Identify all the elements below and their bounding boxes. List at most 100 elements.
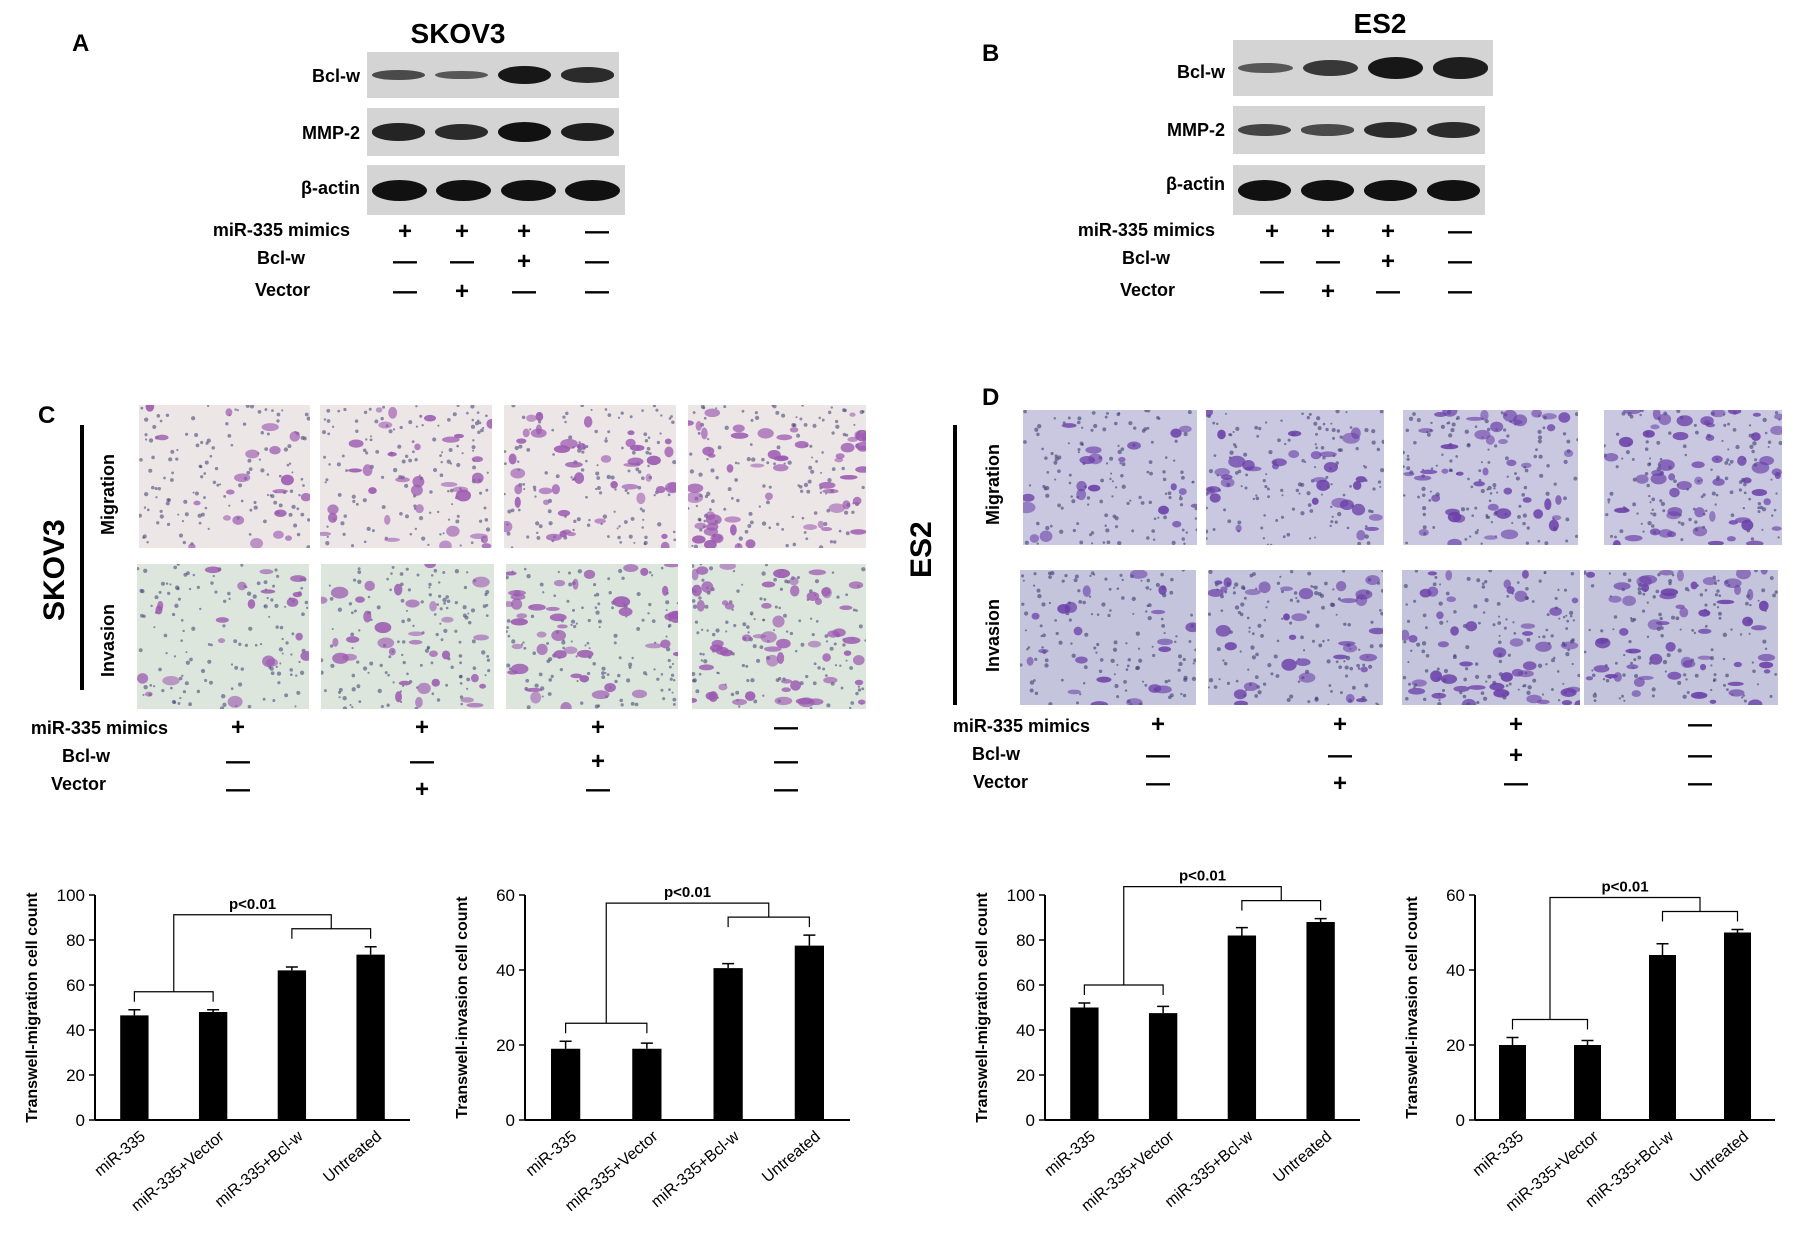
- blot-band: [497, 121, 552, 143]
- y-tick-label: 0: [76, 1111, 85, 1130]
- bar: [120, 1015, 149, 1120]
- y-tick-label: 40: [496, 961, 515, 980]
- treatment-sign: +: [230, 714, 245, 741]
- treatment-sign: —: [1448, 248, 1472, 275]
- blot-title-es2: ES2: [1353, 8, 1407, 39]
- y-tick-label: 20: [1016, 1066, 1035, 1085]
- panel-label-c: C: [38, 402, 56, 429]
- treatment-sign: —: [1448, 278, 1472, 305]
- blot-strip-mmp2: [367, 108, 619, 156]
- treatment-sign: +: [414, 776, 429, 803]
- y-tick-label: 60: [1446, 886, 1465, 905]
- y-axis-label: Transwell-invasion cell count: [454, 896, 471, 1119]
- significance-label: p<0.01: [1179, 870, 1226, 885]
- migration-micrograph: [320, 405, 492, 548]
- treatment-sign: +: [454, 218, 469, 245]
- treatment-label-mimics: miR-335 mimics: [212, 220, 350, 240]
- treatment-sign: —: [1146, 770, 1170, 797]
- y-tick-label: 60: [496, 886, 515, 905]
- x-tick-label: miR-335: [1042, 1128, 1099, 1180]
- blot-band: [1426, 179, 1481, 201]
- blot-strip-bclw: [1233, 40, 1493, 96]
- blot-band: [371, 69, 426, 81]
- treatment-sign: —: [585, 248, 609, 275]
- treatment-sign: —: [1376, 278, 1400, 305]
- blot-band: [1367, 56, 1424, 80]
- y-tick-label: 20: [496, 1036, 515, 1055]
- migration-micrograph: [1403, 410, 1578, 545]
- x-tick-label: Untreated: [1687, 1128, 1752, 1186]
- treatment-sign: —: [512, 278, 536, 305]
- bar: [1148, 1013, 1178, 1120]
- treatment-sign: +: [1150, 711, 1165, 738]
- bar: [632, 1048, 662, 1120]
- invasion-micrograph: [1208, 570, 1383, 705]
- blot-band: [371, 179, 427, 201]
- blot-row-label-actin: β-actin: [301, 178, 360, 198]
- treatment-sign: +: [590, 714, 605, 741]
- bar: [1649, 955, 1676, 1120]
- treatment-sign: +: [1332, 770, 1347, 797]
- bar: [1306, 922, 1335, 1120]
- x-tick-label: miR-335: [1470, 1128, 1527, 1180]
- treatment-sign: +: [516, 218, 531, 245]
- x-tick-label: Untreated: [1270, 1128, 1335, 1186]
- blot-band: [1237, 123, 1292, 137]
- treatment-sign: —: [226, 748, 250, 775]
- y-axis-label: Transwell-migration cell count: [24, 892, 41, 1123]
- panel-label-b: B: [982, 40, 1000, 67]
- blot-band: [500, 179, 556, 201]
- y-tick-label: 40: [66, 1021, 85, 1040]
- cell-line-label-es2: ES2: [905, 521, 938, 579]
- blot-band: [565, 179, 621, 201]
- treatment-sign: +: [1320, 218, 1335, 245]
- y-axis-label: Transwell-migration cell count: [974, 892, 991, 1123]
- blot-row-label-bclw: Bcl-w: [311, 66, 360, 86]
- bar: [551, 1048, 581, 1120]
- treatment-sign: +: [1332, 711, 1347, 738]
- treatment-sign: —: [1688, 711, 1712, 738]
- bar: [1070, 1007, 1099, 1120]
- treatment-label-vector: Vector: [1119, 280, 1175, 300]
- bracket-high: [291, 928, 372, 939]
- bar: [356, 954, 385, 1120]
- y-tick-label: 100: [57, 886, 85, 905]
- migration-micrograph: [688, 405, 866, 548]
- treatment-sign: +: [590, 748, 605, 775]
- cell-line-label-skov3: SKOV3: [38, 519, 71, 621]
- bracket-high: [1241, 900, 1322, 911]
- x-tick-label: miR-335: [92, 1128, 149, 1180]
- y-tick-label: 100: [1007, 886, 1035, 905]
- y-tick-label: 20: [66, 1066, 85, 1085]
- treatment-sign: —: [585, 278, 609, 305]
- blot-band: [434, 70, 489, 80]
- treatment-sign: —: [1316, 248, 1340, 275]
- blot-row-label-actin: β-actin: [1166, 174, 1225, 194]
- treatment-label-vector: Vector: [972, 772, 1028, 792]
- blot-band: [436, 179, 492, 201]
- treatment-sign: +: [1380, 248, 1395, 275]
- treatment-label-vector: Vector: [254, 280, 310, 300]
- blot-band: [1237, 179, 1292, 201]
- blot-band: [1426, 121, 1481, 139]
- treatment-sign: +: [1508, 742, 1523, 769]
- x-tick-label: Untreated: [320, 1128, 385, 1186]
- blot-strip-actin: [1233, 165, 1485, 215]
- y-tick-label: 0: [1456, 1111, 1465, 1130]
- bar: [1574, 1045, 1601, 1120]
- blot-band: [1432, 57, 1489, 79]
- blot-band: [1302, 59, 1359, 77]
- migration-micrograph: [1604, 410, 1782, 545]
- treatment-sign: —: [450, 248, 474, 275]
- row-label-migration: Migration: [98, 454, 118, 536]
- treatment-label-bclw: Bcl-w: [971, 744, 1020, 764]
- bracket-top: [1123, 886, 1282, 985]
- treatment-label-mimics: miR-335 mimics: [952, 716, 1090, 736]
- treatment-sign: —: [1688, 770, 1712, 797]
- invasion-micrograph: [692, 564, 866, 709]
- blot-band: [560, 122, 615, 142]
- bar-chart-skov3-migration: 0 20 40 60 80 100 Transwell-migration cell cou…: [0, 870, 430, 1240]
- treatment-sign: +: [454, 278, 469, 305]
- bar: [1499, 1045, 1526, 1120]
- blot-band: [434, 123, 489, 141]
